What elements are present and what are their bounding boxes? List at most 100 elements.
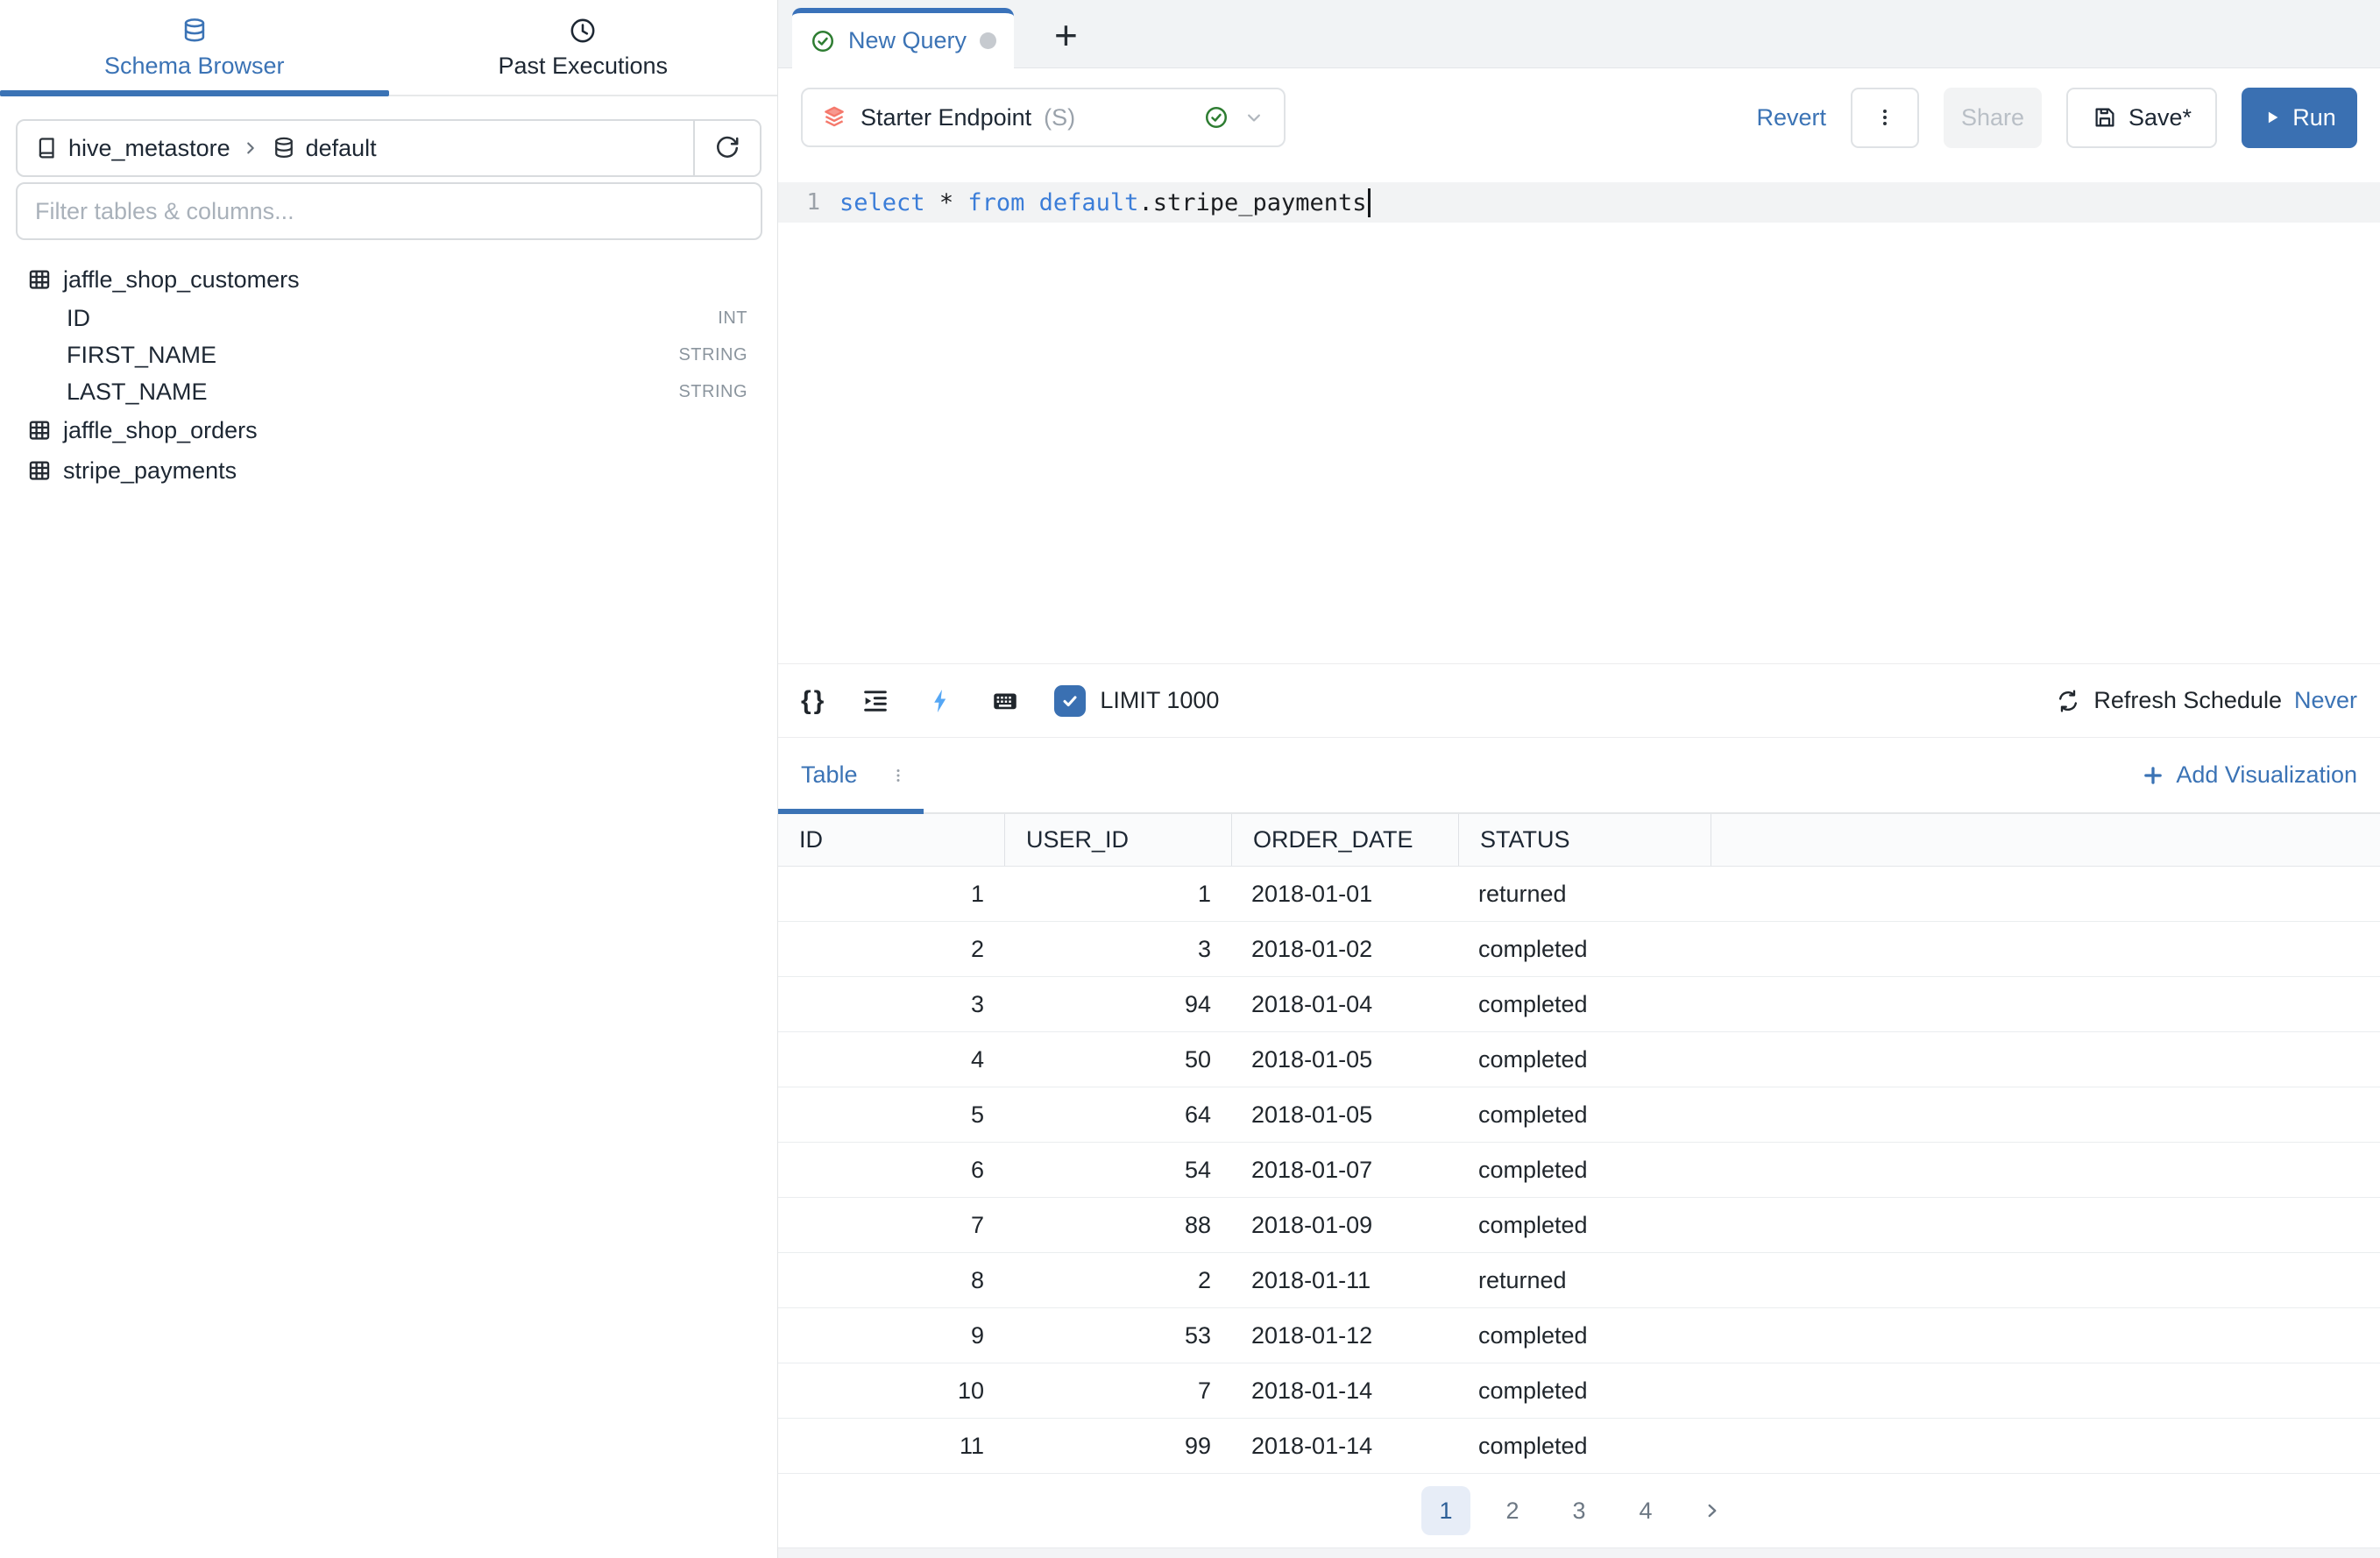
query-params-icon[interactable]: {} [801, 685, 827, 715]
schema-breadcrumb-box: hive_metastore default [16, 119, 761, 177]
table-cell: returned [1478, 880, 1567, 907]
table-cell: 50 [1184, 1045, 1211, 1073]
table-cell: 94 [1184, 990, 1211, 1017]
table-name: jaffle_shop_orders [63, 416, 258, 443]
save-label: Save* [2128, 103, 2192, 131]
column-name: LAST_NAME [67, 378, 208, 405]
lightning-icon[interactable] [924, 685, 956, 717]
add-visualization-label: Add Visualization [2176, 761, 2357, 788]
table-row: 5 64 2018-01-05 completed [778, 1087, 2380, 1143]
editor-toolbar: {} [778, 663, 2380, 737]
table-row: 2 3 2018-01-02 completed [778, 922, 2380, 977]
sql-active-line[interactable]: 1 select * from default.stripe_payments [778, 182, 2380, 223]
table-row: 3 94 2018-01-04 completed [778, 977, 2380, 1032]
column-header-filler [1711, 814, 2380, 866]
table-cell: 1 [1197, 880, 1211, 907]
page-button-3[interactable]: 3 [1555, 1486, 1604, 1535]
limit-checkbox[interactable] [1054, 684, 1087, 717]
table-cell: 2018-01-04 [1251, 990, 1373, 1017]
run-label: Run [2292, 103, 2336, 131]
tab-new-query[interactable]: New Query [792, 8, 1014, 68]
page-button-4[interactable]: 4 [1621, 1486, 1670, 1535]
table-item[interactable]: jaffle_shop_customers [0, 259, 777, 300]
page-button-2[interactable]: 2 [1488, 1486, 1537, 1535]
column-name: ID [67, 304, 90, 331]
table-cell: 2018-01-12 [1251, 1321, 1373, 1349]
table-cell-filler [1711, 922, 2380, 976]
table-grid-icon [26, 417, 53, 443]
filter-input[interactable] [16, 182, 762, 240]
table-cell: 8 [970, 1266, 984, 1293]
refresh-schedule-icon [2059, 689, 2078, 712]
table-cell: completed [1478, 1156, 1588, 1183]
table-cell: 64 [1184, 1101, 1211, 1128]
catalog-name[interactable]: hive_metastore [68, 134, 230, 161]
column-item[interactable]: ID INT [0, 300, 777, 336]
table-cell: 53 [1184, 1321, 1211, 1349]
table-cell: 2 [1197, 1266, 1211, 1293]
sidebar-tabs: Schema Browser Past Executions [0, 0, 777, 96]
table-cell: 2018-01-09 [1251, 1211, 1373, 1238]
table-item[interactable]: jaffle_shop_orders [0, 410, 777, 450]
column-header[interactable]: ORDER_DATE [1232, 814, 1459, 866]
column-item[interactable]: LAST_NAME STRING [0, 373, 777, 410]
refresh-schedule-value[interactable]: Never [2293, 687, 2357, 713]
table-cell-filler [1711, 1198, 2380, 1252]
table-item[interactable]: stripe_payments [0, 450, 777, 491]
query-tab-label: New Query [848, 27, 967, 53]
share-button[interactable]: Share [1944, 87, 2042, 148]
column-type: STRING [678, 381, 747, 401]
limit-label: LIMIT 1000 [1100, 687, 1220, 713]
plus-icon [2144, 766, 2163, 784]
column-header[interactable]: ID [778, 814, 1005, 866]
table-name: jaffle_shop_customers [63, 266, 300, 293]
table-cell: 9 [970, 1321, 984, 1349]
column-item[interactable]: FIRST_NAME STRING [0, 336, 777, 373]
table-cell: returned [1478, 1266, 1567, 1293]
format-query-icon[interactable] [860, 685, 891, 717]
schema-name[interactable]: default [305, 134, 377, 161]
tab-schema-browser[interactable]: Schema Browser [0, 0, 389, 96]
table-cell: 2 [970, 935, 984, 962]
refresh-schema-button[interactable] [693, 121, 760, 175]
tab-table[interactable]: Table [801, 761, 858, 788]
sql-code: select * from default.stripe_payments [839, 188, 1367, 216]
table-row: 1 1 2018-01-01 returned [778, 867, 2380, 922]
sidebar: Schema Browser Past Executions [0, 0, 778, 1558]
column-header[interactable]: USER_ID [1005, 814, 1232, 866]
query-tabstrip: New Query + [778, 0, 2380, 68]
catalog-icon [33, 135, 60, 161]
table-row: 9 53 2018-01-12 completed [778, 1308, 2380, 1363]
unsaved-dot-icon [980, 32, 996, 49]
column-header[interactable]: STATUS [1459, 814, 1711, 866]
endpoint-status-icon [1203, 104, 1229, 131]
save-button[interactable]: Save* [2066, 87, 2217, 148]
sql-editor[interactable]: 1 select * from default.stripe_payments [778, 166, 2380, 663]
refresh-icon [717, 136, 739, 158]
refresh-schedule: Refresh Schedule Never [2055, 687, 2357, 714]
tab-past-executions[interactable]: Past Executions [389, 0, 778, 95]
endpoint-select[interactable]: Starter Endpoint (S) [801, 88, 1286, 147]
table-cell: 2018-01-05 [1251, 1045, 1373, 1073]
line-number: 1 [806, 189, 820, 216]
query-header: Starter Endpoint (S) Revert [778, 68, 2380, 166]
table-options-icon[interactable] [888, 765, 909, 786]
schema-icon [271, 135, 297, 161]
table-grid-icon [26, 266, 53, 293]
limit-toggle[interactable]: LIMIT 1000 [1054, 684, 1220, 717]
next-page-button[interactable] [1688, 1486, 1737, 1535]
more-actions-button[interactable] [1851, 87, 1919, 148]
results-rows: 1 1 2018-01-01 returned 2 3 2018-01-02 complete… [778, 867, 2380, 1474]
table-cell: 3 [970, 990, 984, 1017]
add-visualization-button[interactable]: Add Visualization [2141, 761, 2357, 789]
keyboard-shortcuts-icon[interactable] [989, 685, 1021, 717]
table-cell-filler [1711, 977, 2380, 1031]
table-cell: 99 [1184, 1432, 1211, 1459]
new-tab-button[interactable]: + [1054, 12, 1078, 58]
run-button[interactable]: Run [2242, 87, 2357, 148]
results-panel: Table Add Visualization ID USER_ID ORDER_D… [778, 737, 2380, 1547]
table-grid-icon [26, 457, 53, 484]
revert-link[interactable]: Revert [1756, 103, 1826, 131]
page-button-1[interactable]: 1 [1421, 1486, 1470, 1535]
sidebar-tab-label: Schema Browser [103, 52, 285, 79]
